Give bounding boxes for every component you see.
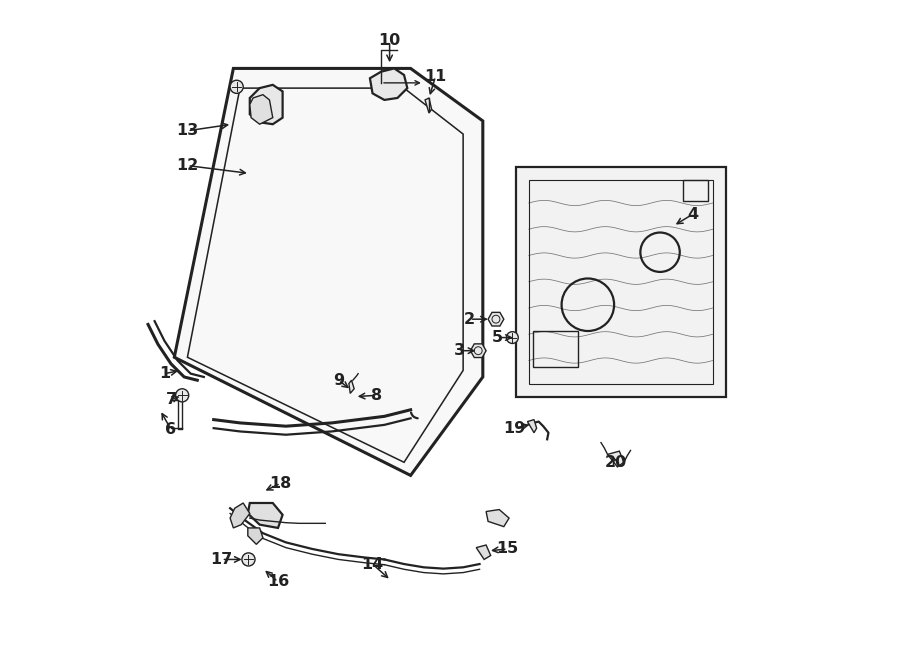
Text: 15: 15: [497, 542, 519, 557]
Polygon shape: [250, 95, 273, 124]
Text: 17: 17: [211, 552, 233, 567]
Text: 9: 9: [333, 373, 344, 388]
Polygon shape: [230, 503, 250, 528]
Text: 18: 18: [269, 476, 292, 491]
Circle shape: [230, 80, 243, 93]
Text: 2: 2: [464, 312, 475, 326]
Text: 4: 4: [688, 207, 698, 222]
Bar: [534, 331, 578, 367]
Text: 16: 16: [267, 574, 289, 589]
Polygon shape: [248, 503, 283, 528]
Text: 1: 1: [159, 366, 170, 381]
Polygon shape: [608, 451, 624, 467]
Polygon shape: [527, 420, 536, 433]
Text: 12: 12: [176, 158, 199, 173]
Text: 20: 20: [604, 455, 626, 470]
Polygon shape: [175, 68, 482, 475]
Polygon shape: [248, 528, 263, 544]
Polygon shape: [488, 312, 504, 326]
Text: 13: 13: [176, 123, 199, 138]
Polygon shape: [471, 344, 486, 357]
Text: 7: 7: [166, 393, 176, 407]
Polygon shape: [476, 545, 491, 559]
Text: 14: 14: [362, 557, 383, 571]
Text: 10: 10: [379, 33, 400, 48]
Text: 3: 3: [454, 343, 465, 358]
Text: 19: 19: [503, 420, 526, 436]
Polygon shape: [349, 380, 355, 393]
Polygon shape: [370, 68, 408, 100]
Circle shape: [242, 553, 255, 566]
Polygon shape: [250, 85, 283, 124]
Circle shape: [176, 389, 189, 402]
Polygon shape: [516, 167, 725, 397]
Polygon shape: [486, 510, 509, 526]
Text: 6: 6: [166, 422, 176, 437]
Circle shape: [507, 332, 518, 344]
Polygon shape: [425, 98, 432, 113]
Text: 5: 5: [491, 330, 503, 345]
Text: 11: 11: [425, 69, 446, 84]
Bar: [683, 180, 708, 201]
Text: 8: 8: [371, 388, 382, 403]
